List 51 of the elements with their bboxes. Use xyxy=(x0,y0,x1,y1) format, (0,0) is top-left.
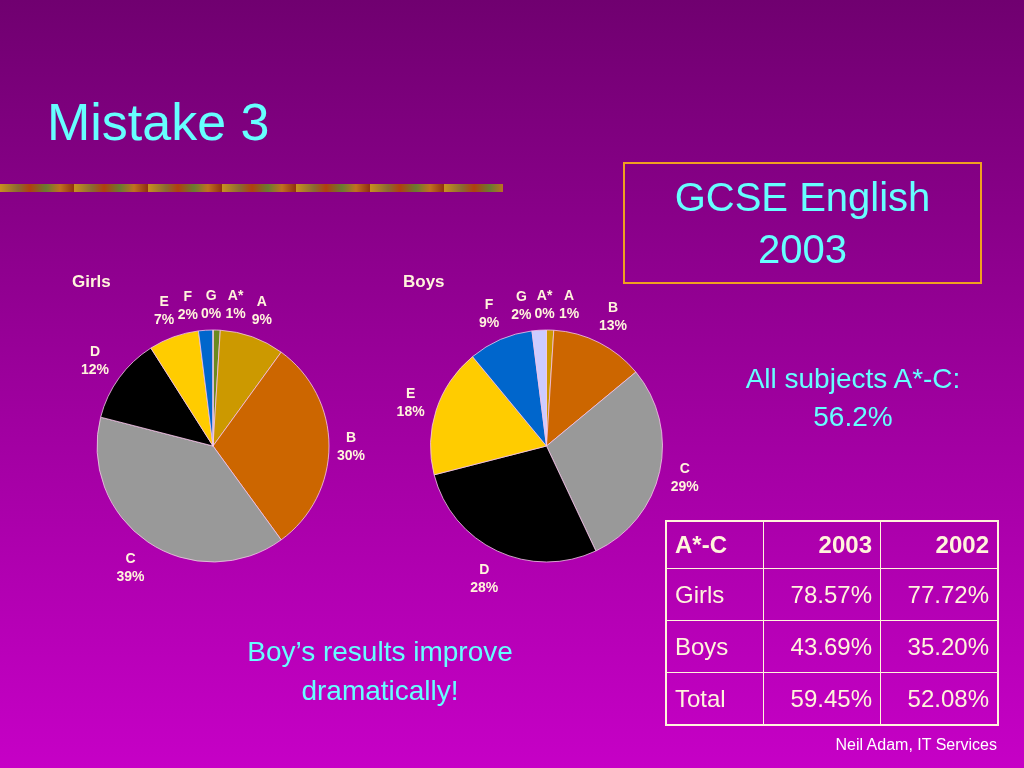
text: All subjects A*-C: 56.2% xyxy=(744,362,962,434)
category-label: 2003 xyxy=(763,521,881,569)
text: 59.45% xyxy=(790,684,872,712)
data-label: 1% xyxy=(558,305,580,322)
slice-label: E xyxy=(405,384,416,401)
slice-label: A* xyxy=(227,287,244,304)
slice-label: B xyxy=(607,298,619,315)
text: A*-C xyxy=(666,521,764,569)
text: Mistake 3 xyxy=(47,93,270,151)
data-label: 7% xyxy=(153,311,175,328)
data-label: 9% xyxy=(251,311,273,328)
slice-label: D xyxy=(89,343,101,360)
data-label: 1% xyxy=(225,305,247,322)
data-label: 9% xyxy=(478,314,500,331)
text: 0% xyxy=(534,304,555,321)
slice-label: C xyxy=(679,459,690,476)
data-label: 2% xyxy=(511,305,532,322)
text: 77.72% xyxy=(907,580,989,608)
text: 52.08% xyxy=(907,684,989,712)
data-label: 30% xyxy=(336,447,366,463)
slice-label: D xyxy=(479,561,490,578)
category-label: A* xyxy=(536,286,553,303)
text: GCSE English 2003 xyxy=(673,174,932,273)
slice-label: G xyxy=(515,287,527,304)
slice-label: E xyxy=(159,293,169,310)
data-label: 12% xyxy=(80,361,110,378)
slice-label: B xyxy=(345,429,357,445)
data-label: 39% xyxy=(116,568,146,585)
slice-label: F xyxy=(183,287,193,304)
slice-label: A xyxy=(256,293,267,310)
chart-title: Boys xyxy=(403,272,445,291)
text: 35.20% xyxy=(907,632,989,660)
data-label: 28% xyxy=(470,579,499,596)
category-label: Boys xyxy=(675,632,729,660)
category-label: Girls xyxy=(675,580,725,608)
text: 0% xyxy=(201,304,222,321)
category-label: Total xyxy=(675,684,726,712)
category-label: G xyxy=(205,286,217,303)
slice-label: F xyxy=(484,296,494,313)
text: 43.69% xyxy=(790,632,872,660)
data-label: 29% xyxy=(670,477,700,494)
text: Boy’s results improve dramatically! xyxy=(246,635,514,708)
text: Neil Adam, IT Services xyxy=(835,735,997,755)
slice-label: C xyxy=(125,550,136,567)
data-label: 2% xyxy=(177,305,199,322)
text: 78.57% xyxy=(790,580,872,608)
category-label: 2002 xyxy=(880,521,998,569)
chart-title: Girls xyxy=(72,272,111,291)
slice-label: A xyxy=(563,287,575,304)
data-label: 13% xyxy=(598,316,628,333)
data-label: 18% xyxy=(396,402,426,419)
